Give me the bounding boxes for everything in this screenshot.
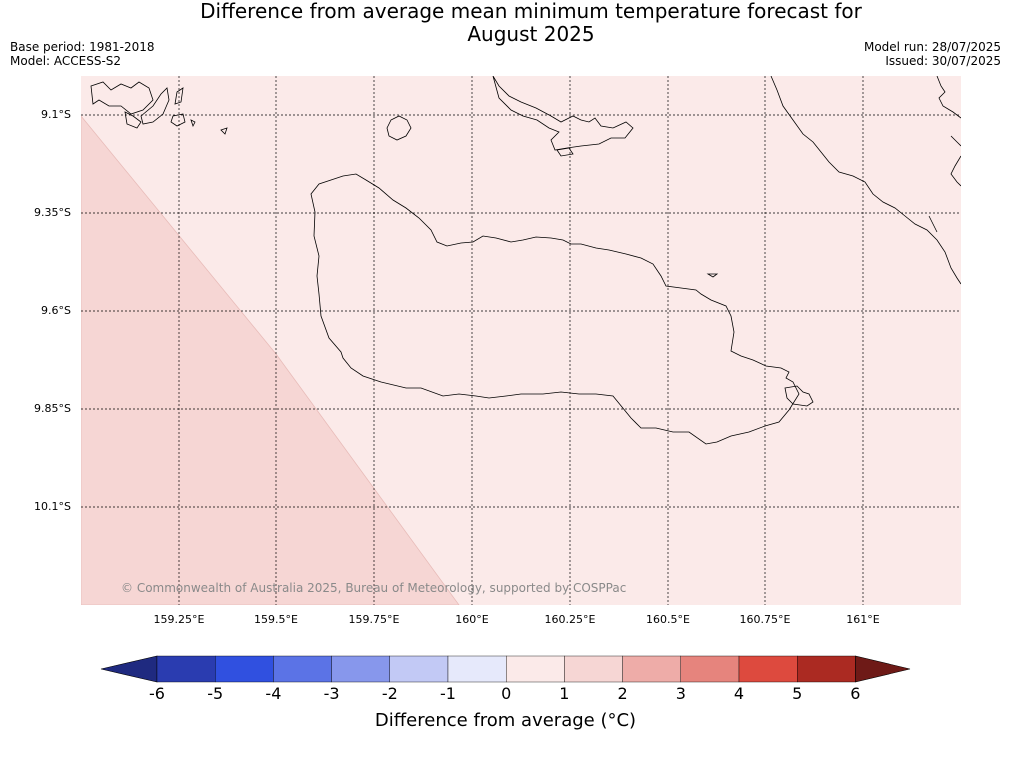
colorbar-tick-label: 1 xyxy=(559,684,570,703)
colorbar-tick-label: -2 xyxy=(381,684,398,703)
anomaly-region-1-2 xyxy=(81,115,460,605)
lat-label: 9.85°S xyxy=(34,402,71,415)
map-title: Difference from average mean minimum tem… xyxy=(0,0,1011,46)
meta-right: Model run: 28/07/2025 Issued: 30/07/2025 xyxy=(864,40,1001,68)
colorbar-segment xyxy=(622,655,681,683)
issued-date: Issued: 30/07/2025 xyxy=(885,54,1001,68)
colorbar-tick-label: 0 xyxy=(501,684,512,703)
lat-label: 9.6°S xyxy=(41,304,71,317)
main-island-coastline xyxy=(310,173,800,445)
colorbar-tick-label: 5 xyxy=(792,684,803,703)
colorbar-segment xyxy=(738,655,798,683)
lon-label: 159.5°E xyxy=(254,613,298,626)
colorbar xyxy=(100,655,911,683)
colorbar-tick-label: -3 xyxy=(323,684,340,703)
model-name: Model: ACCESS-S2 xyxy=(10,54,122,68)
title-line-2: August 2025 xyxy=(467,22,595,46)
colorbar-segment xyxy=(797,655,856,683)
colorbar-tick-label: 6 xyxy=(850,684,861,703)
lon-label: 159.25°E xyxy=(153,613,205,626)
lon-label: 160.75°E xyxy=(739,613,791,626)
lon-label: 160.25°E xyxy=(544,613,596,626)
colorbar-tick-label: 4 xyxy=(733,684,745,703)
colorbar-segment xyxy=(447,655,507,683)
base-period: Base period: 1981-2018 xyxy=(10,40,155,54)
colorbar-tick-label: -6 xyxy=(149,684,165,703)
lat-label: 9.1°S xyxy=(41,108,71,121)
map-panel: © Commonwealth of Australia 2025, Bureau… xyxy=(81,76,961,605)
colorbar-extend-high xyxy=(855,655,911,683)
lon-label: 161°E xyxy=(846,613,880,626)
colorbar-segment xyxy=(506,655,565,683)
model-run: Model run: 28/07/2025 xyxy=(863,40,1001,54)
title-line-1: Difference from average mean minimum tem… xyxy=(200,0,862,23)
colorbar-segment xyxy=(273,655,332,683)
colorbar-segment xyxy=(564,655,623,683)
colorbar-tick-label: 3 xyxy=(675,684,686,703)
colorbar-segment xyxy=(389,655,449,683)
copyright-watermark: © Commonwealth of Australia 2025, Bureau… xyxy=(121,581,626,595)
colorbar-tick-label: -4 xyxy=(265,684,282,703)
colorbar-segment xyxy=(214,655,274,683)
map-svg: © Commonwealth of Australia 2025, Bureau… xyxy=(81,76,961,605)
lat-label: 9.35°S xyxy=(34,206,71,219)
coastlines xyxy=(90,76,961,445)
lon-label: 160.5°E xyxy=(646,613,690,626)
meta-left: Base period: 1981-2018 Model: ACCESS-S2 xyxy=(10,40,155,68)
colorbar-tick-label: -5 xyxy=(207,684,224,703)
lat-label: 10.1°S xyxy=(34,500,71,513)
colorbar-segment xyxy=(331,655,391,683)
graticule xyxy=(81,76,961,605)
colorbar-extend-low xyxy=(100,655,158,683)
colorbar-segment xyxy=(156,655,216,683)
colorbar-tick-label: 2 xyxy=(617,684,628,703)
colorbar-segment xyxy=(680,655,740,683)
lon-label: 160°E xyxy=(455,613,489,626)
colorbar-label: Difference from average (°C) xyxy=(374,710,637,731)
colorbar-tick-label: -1 xyxy=(440,684,456,703)
lon-label: 159.75°E xyxy=(348,613,400,626)
